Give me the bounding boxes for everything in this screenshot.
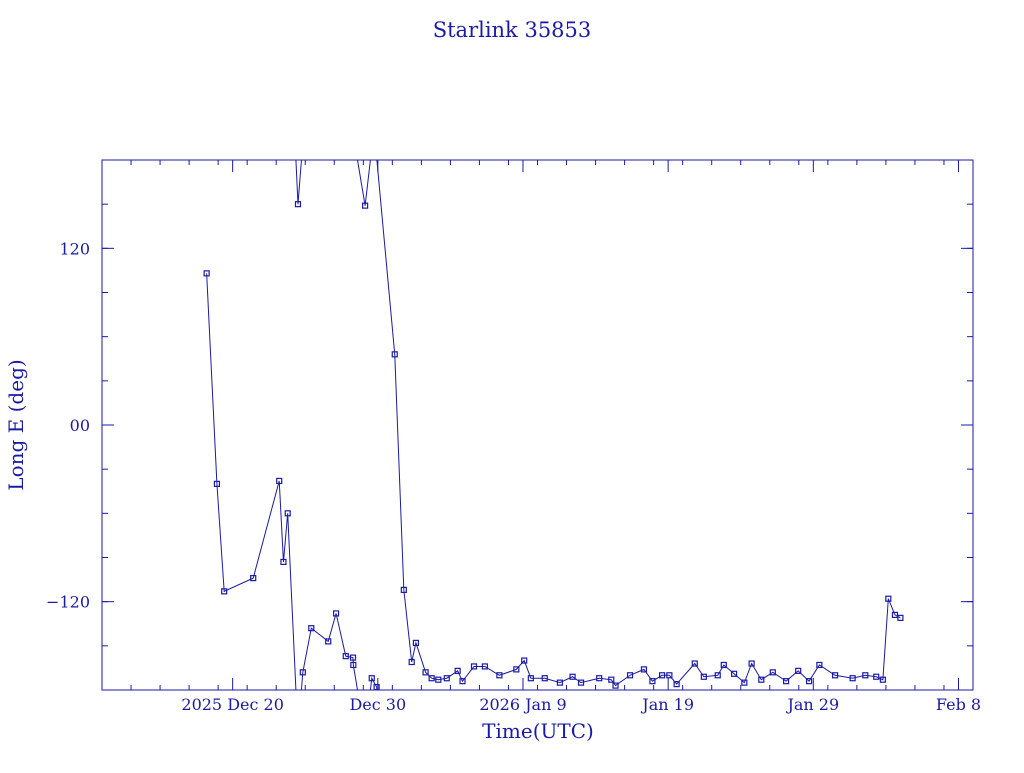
data-point (521, 657, 528, 664)
x-tick-label: Jan 29 (785, 695, 839, 714)
data-point (758, 676, 765, 683)
x-tick-label: Jan 19 (640, 695, 694, 714)
y-tick-label: −120 (46, 593, 90, 612)
data-point (454, 667, 461, 674)
data-point (873, 673, 880, 680)
data-point (213, 480, 221, 487)
data-point (221, 588, 228, 595)
data-point (408, 658, 415, 666)
plot-frame (101, 159, 974, 691)
data-point (831, 672, 839, 679)
data-point (673, 681, 680, 688)
y-tick-label: 120 (59, 239, 90, 258)
x-tick-label: Feb 8 (936, 695, 981, 714)
data-point (299, 669, 306, 676)
data-point (428, 675, 435, 682)
data-point (527, 675, 534, 682)
data-point (556, 679, 563, 686)
data-point (422, 669, 429, 676)
data-point (862, 672, 869, 679)
data-point (496, 672, 503, 679)
data-point (513, 666, 520, 673)
data-point (569, 673, 576, 680)
data-point (714, 672, 721, 679)
data-point (795, 667, 802, 674)
data-point (666, 672, 673, 679)
x-tick-label: 2025 Dec 20 (181, 695, 284, 714)
data-point (769, 669, 776, 676)
data-point (897, 614, 904, 621)
data-point (250, 575, 257, 582)
data-point (612, 682, 619, 689)
data-point (659, 672, 666, 679)
data-point (700, 673, 707, 680)
data-point (459, 678, 466, 685)
data-point (879, 676, 886, 683)
data-point (332, 610, 340, 617)
data-point (391, 351, 398, 358)
data-point (325, 638, 332, 645)
data-point (748, 660, 755, 667)
data-point (280, 558, 287, 566)
data-point (373, 683, 380, 690)
data-point (720, 661, 727, 669)
data-point (577, 679, 585, 686)
x-tick-label: 2026 Jan 9 (479, 695, 566, 714)
data-point (596, 675, 603, 682)
data-point (649, 678, 656, 685)
data-point (626, 672, 634, 679)
data-point (350, 661, 357, 669)
data-point (284, 510, 291, 517)
data-point (849, 675, 856, 682)
data-point (805, 678, 813, 685)
data-point (541, 675, 548, 682)
x-axis-label: Time(UTC) (482, 719, 594, 743)
data-point (640, 666, 648, 673)
data-point (730, 670, 738, 677)
data-point (782, 678, 790, 685)
y-tick-label: 00 (70, 416, 90, 435)
data-point (349, 654, 357, 661)
tick-labels: 2025 Dec 20 Dec 30 2026 Jan 9 Jan 19 Jan 29 F… (46, 239, 981, 714)
axis-ticks (101, 159, 974, 691)
data-point (276, 477, 283, 485)
y-axis-label: Long E (deg) (4, 359, 28, 490)
data-point (443, 675, 450, 682)
data-series (203, 160, 904, 690)
data-point (362, 202, 369, 209)
data-point (470, 663, 478, 670)
data-point (435, 676, 442, 683)
data-point (342, 653, 349, 660)
series-line (206, 160, 901, 690)
data-point (203, 270, 210, 277)
data-point (481, 663, 488, 670)
data-point (294, 201, 302, 208)
data-point (691, 660, 698, 667)
data-point (741, 679, 748, 686)
data-point (816, 661, 823, 669)
data-point (368, 675, 375, 682)
data-point (308, 625, 315, 632)
data-point (885, 595, 892, 602)
data-point (412, 639, 420, 646)
data-point (400, 586, 407, 593)
chart-title: Starlink 35853 (433, 18, 592, 42)
data-point (608, 676, 615, 683)
x-tick-label: Dec 30 (349, 695, 406, 714)
